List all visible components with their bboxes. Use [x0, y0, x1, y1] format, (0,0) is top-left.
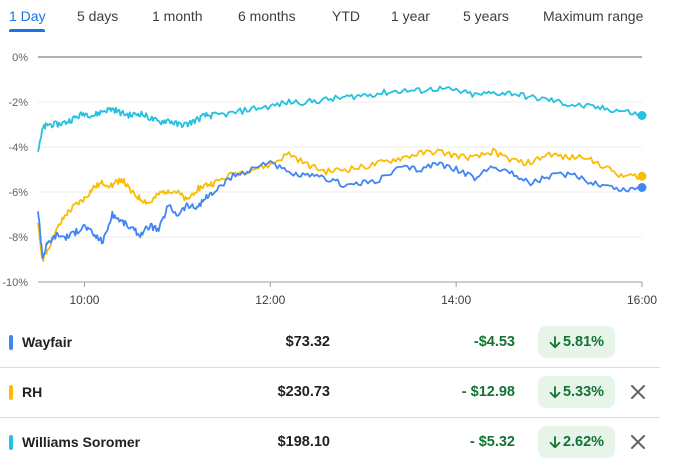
close-icon — [631, 435, 645, 449]
company-name: RH — [22, 384, 43, 400]
percent-change-badge: 5.81% — [538, 326, 615, 358]
stock-price: $230.73 — [277, 384, 330, 400]
tab-6-months[interactable]: 6 months — [238, 8, 296, 24]
stock-price: $198.10 — [277, 434, 330, 450]
y-axis-ticks: 0% -2% -4% -6% -8% -10% — [2, 52, 28, 289]
series-line-rh — [37, 147, 643, 263]
company-name: Wayfair — [22, 334, 73, 350]
list-item-williams-soromer[interactable]: Williams Soromer $198.10 - $5.32 2.62% — [0, 418, 660, 466]
x-axis-ticks: 10:00 12:00 14:00 16:00 — [69, 282, 657, 307]
percent-change-value: 5.33% — [562, 384, 605, 400]
tab-ytd[interactable]: YTD — [332, 8, 360, 24]
tab-1-year[interactable]: 1 year — [391, 8, 430, 24]
percent-change-value: 2.62% — [562, 434, 605, 450]
x-tick-label: 12:00 — [255, 293, 285, 307]
tab-1-day[interactable]: 1 Day — [9, 8, 46, 24]
list-item-rh[interactable]: RH $230.73 - $12.98 5.33% — [0, 368, 660, 416]
percent-change-badge: 5.33% — [538, 376, 615, 408]
arrow-down-icon — [549, 435, 561, 448]
range-tabs: 1 Day 5 days 1 month 6 months YTD 1 year… — [0, 0, 675, 36]
row-divider — [0, 417, 660, 418]
series-line-williams-soromer — [37, 85, 643, 153]
tab-5-years[interactable]: 5 years — [463, 8, 509, 24]
chart-series — [37, 85, 647, 263]
y-tick-label: -6% — [8, 187, 28, 199]
price-change: - $12.98 — [461, 384, 515, 400]
remove-comparison-button[interactable] — [627, 381, 649, 403]
series-color-swatch — [9, 435, 13, 450]
close-icon — [631, 385, 645, 399]
series-color-swatch — [9, 385, 13, 400]
x-tick-label: 16:00 — [627, 293, 657, 307]
active-tab-indicator — [9, 29, 45, 32]
arrow-down-icon — [549, 385, 561, 398]
tab-maximum-range[interactable]: Maximum range — [543, 8, 644, 24]
percent-change-badge: 2.62% — [538, 426, 615, 458]
tab-1-month[interactable]: 1 month — [152, 8, 203, 24]
y-tick-label: -2% — [8, 97, 28, 109]
x-tick-label: 10:00 — [69, 293, 99, 307]
remove-comparison-button[interactable] — [627, 431, 649, 453]
y-tick-label: -10% — [2, 277, 28, 289]
y-tick-label: 0% — [12, 52, 28, 64]
series-line-wayfair — [37, 160, 643, 259]
series-endpoint-wayfair — [637, 183, 647, 192]
series-endpoint-williams-soromer — [637, 111, 647, 120]
series-endpoint-rh — [637, 171, 647, 181]
arrow-down-icon — [549, 335, 561, 348]
comparison-line-chart[interactable]: 0% -2% -4% -6% -8% -10% 10:00 12:00 14:00 16:00 — [0, 40, 675, 315]
list-item-wayfair[interactable]: Wayfair $73.32 -$4.53 5.81% — [0, 318, 660, 366]
y-tick-label: -4% — [8, 142, 28, 154]
tab-5-days[interactable]: 5 days — [77, 8, 119, 24]
y-tick-label: -8% — [8, 232, 28, 244]
chart-gridlines — [38, 56, 642, 283]
company-name: Williams Soromer — [22, 434, 141, 450]
price-change: -$4.53 — [473, 334, 515, 350]
price-change: - $5.32 — [469, 434, 515, 450]
percent-change-value: 5.81% — [562, 334, 605, 350]
x-tick-label: 14:00 — [441, 293, 471, 307]
row-divider — [0, 367, 660, 368]
stock-price: $73.32 — [285, 334, 330, 350]
series-color-swatch — [9, 335, 13, 350]
